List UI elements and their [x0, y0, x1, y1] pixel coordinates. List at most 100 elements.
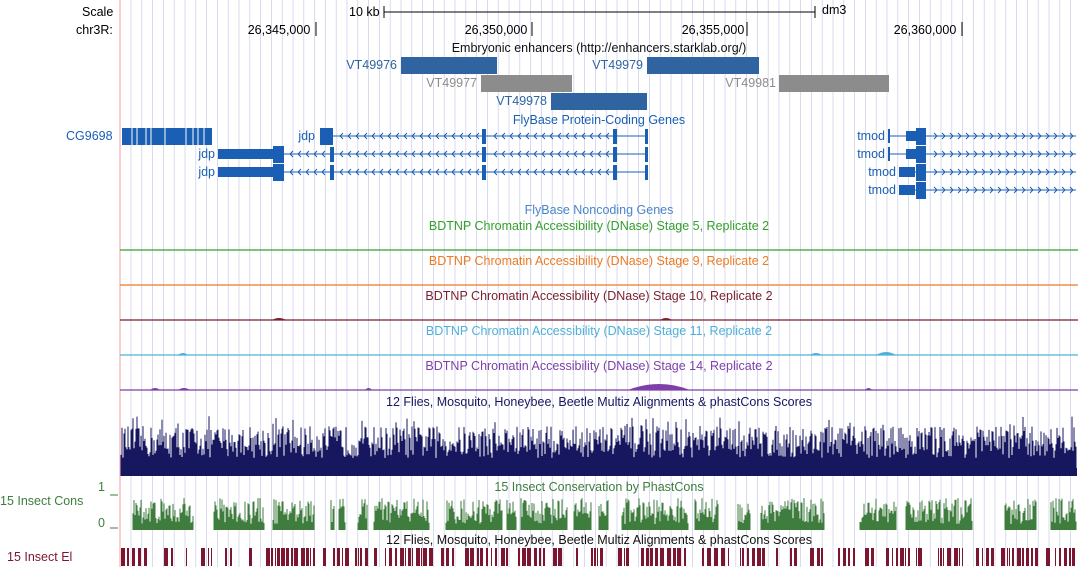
- dnase-peak: [876, 352, 896, 355]
- dnase-peak: [365, 388, 372, 390]
- strand-arrow: [525, 150, 530, 158]
- strand-arrow: [339, 150, 344, 158]
- strand-arrow: [363, 150, 368, 158]
- strand-arrow: [387, 168, 392, 176]
- strand-arrow: [347, 150, 352, 158]
- strand-arrow: [517, 150, 522, 158]
- strand-arrow: [379, 168, 384, 176]
- phastcons-signal: [132, 498, 1077, 530]
- strand-arrow: [371, 132, 376, 140]
- strand-arrow: [443, 168, 448, 176]
- strand-arrow: [997, 168, 1002, 176]
- strand-arrow: [435, 168, 440, 176]
- dnase-peak: [660, 318, 672, 320]
- exon: [916, 128, 926, 145]
- strand-arrow: [1029, 132, 1034, 140]
- strand-arrow: [355, 132, 360, 140]
- strand-arrow: [557, 150, 562, 158]
- gene-block-cg9698: [122, 128, 212, 145]
- strand-arrow: [1013, 186, 1018, 194]
- strand-arrow: [501, 150, 506, 158]
- strand-arrow: [965, 168, 970, 176]
- strand-arrow: [493, 132, 498, 140]
- strand-arrow: [297, 150, 302, 158]
- exon: [613, 147, 617, 162]
- strand-arrow: [533, 132, 538, 140]
- exon: [645, 165, 648, 180]
- exon: [320, 128, 333, 145]
- strand-arrow: [395, 150, 400, 158]
- strand-arrow: [435, 150, 440, 158]
- exon: [613, 129, 617, 144]
- strand-arrow: [427, 168, 432, 176]
- strand-arrow: [957, 150, 962, 158]
- strand-arrow: [403, 150, 408, 158]
- strand-arrow: [289, 150, 294, 158]
- strand-arrow: [1005, 168, 1010, 176]
- conserved-elements: [121, 548, 1075, 566]
- strand-arrow: [549, 150, 554, 158]
- strand-arrow: [1069, 150, 1074, 158]
- strand-arrow: [297, 168, 302, 176]
- strand-arrow: [411, 150, 416, 158]
- strand-arrow: [451, 150, 456, 158]
- exon: [888, 129, 890, 143]
- enhancer-bar: [779, 75, 889, 92]
- strand-arrow: [371, 168, 376, 176]
- strand-arrow: [565, 168, 570, 176]
- strand-arrow: [1069, 132, 1074, 140]
- strand-arrow: [933, 132, 938, 140]
- dnase-peak: [810, 353, 822, 355]
- strand-arrow: [493, 168, 498, 176]
- enhancer-bar: [647, 57, 759, 74]
- strand-arrow: [1045, 132, 1050, 140]
- strand-arrow: [355, 150, 360, 158]
- enhancer-bar: [401, 57, 497, 74]
- strand-arrow: [1045, 168, 1050, 176]
- strand-arrow: [321, 150, 326, 158]
- strand-arrow: [541, 168, 546, 176]
- strand-arrow: [1037, 150, 1042, 158]
- strand-arrow: [573, 132, 578, 140]
- strand-arrow: [957, 132, 962, 140]
- utr: [906, 131, 916, 141]
- strand-arrow: [475, 168, 480, 176]
- strand-arrow: [581, 150, 586, 158]
- exon: [330, 165, 334, 180]
- strand-arrow: [347, 132, 352, 140]
- strand-arrow: [1013, 150, 1018, 158]
- exon: [482, 129, 486, 144]
- strand-arrow: [1029, 168, 1034, 176]
- strand-arrow: [435, 132, 440, 140]
- utr: [899, 167, 915, 177]
- strand-arrow: [363, 132, 368, 140]
- strand-arrow: [1037, 186, 1042, 194]
- exon: [482, 165, 486, 180]
- exon: [916, 164, 926, 181]
- strand-arrow: [1005, 186, 1010, 194]
- strand-arrow: [419, 168, 424, 176]
- strand-arrow: [501, 168, 506, 176]
- utr: [899, 185, 915, 195]
- strand-arrow: [475, 150, 480, 158]
- strand-arrow: [1061, 186, 1066, 194]
- strand-arrow: [581, 132, 586, 140]
- strand-arrow: [321, 168, 326, 176]
- strand-arrow: [387, 132, 392, 140]
- strand-arrow: [597, 132, 602, 140]
- strand-arrow: [387, 150, 392, 158]
- dnase-peak: [628, 384, 690, 390]
- strand-arrow: [427, 150, 432, 158]
- strand-arrow: [305, 150, 310, 158]
- strand-arrow: [1069, 168, 1074, 176]
- strand-arrow: [1053, 150, 1058, 158]
- dnase-peak: [272, 318, 286, 320]
- strand-arrow: [517, 168, 522, 176]
- enhancer-bar: [481, 75, 572, 92]
- strand-arrow: [411, 132, 416, 140]
- strand-arrow: [493, 150, 498, 158]
- strand-arrow: [403, 168, 408, 176]
- strand-arrow: [525, 132, 530, 140]
